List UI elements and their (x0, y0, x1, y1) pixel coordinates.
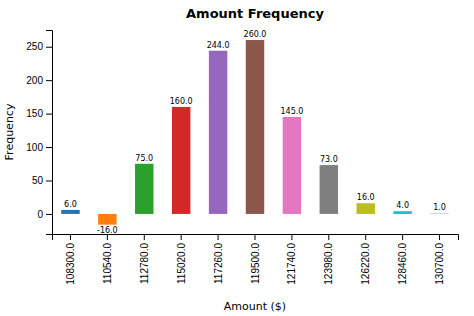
data-label: 1.0 (433, 203, 446, 212)
x-axis: 108300.0 110540.0 112780.0 115020.0 117260.0… (53, 234, 459, 285)
tick-label: 117260.0 (213, 243, 224, 284)
y-tick: 200 (26, 75, 52, 86)
bar (135, 164, 153, 214)
data-label: 16.0 (357, 193, 375, 202)
tick-mark (46, 47, 52, 48)
bar (172, 107, 190, 214)
tick-mark (46, 147, 52, 148)
bar (320, 165, 338, 214)
bar (283, 117, 301, 214)
tick-mark (255, 234, 256, 240)
tick-mark (144, 234, 145, 240)
plot-area: 050100150200250108300.0110540.0112780.01… (26, 30, 458, 285)
y-tick: 150 (26, 108, 52, 119)
tick-label: 126220.0 (360, 243, 371, 285)
tick-mark (46, 114, 52, 115)
x-tick: 115020.0 (176, 234, 187, 284)
bar (393, 211, 411, 214)
x-tick: 121740.0 (286, 234, 297, 285)
y-tick: 250 (26, 41, 52, 52)
data-label: -16.0 (97, 226, 118, 235)
tick-label: 0 (37, 209, 43, 220)
tick-label: 121740.0 (286, 243, 297, 285)
bar (61, 210, 79, 214)
bar (430, 213, 448, 215)
data-label: 4.0 (396, 201, 409, 210)
data-label: 260.0 (244, 30, 267, 39)
y-tick: 100 (26, 142, 52, 153)
data-label: 244.0 (207, 41, 230, 50)
tick-label: 200 (26, 75, 43, 86)
tick-mark (46, 80, 52, 81)
chart: 050100150200250108300.0110540.0112780.01… (0, 0, 474, 316)
x-tick: 123980.0 (323, 234, 334, 285)
x-tick: 112780.0 (139, 234, 150, 284)
tick-mark (181, 234, 182, 240)
x-axis-title: Amount ($) (224, 300, 286, 313)
tick-label: 108300.0 (65, 243, 76, 285)
tick-label: 130700.0 (434, 243, 445, 285)
axis-line (46, 31, 53, 235)
data-label: 160.0 (170, 97, 193, 106)
x-tick: 108300.0 (65, 234, 76, 285)
data-label: 73.0 (320, 155, 338, 164)
x-tick: 119500.0 (250, 234, 261, 284)
y-tick: 50 (32, 175, 52, 186)
tick-label: 123980.0 (323, 243, 334, 285)
data-label: 145.0 (280, 107, 303, 116)
data-label: 75.0 (135, 154, 153, 163)
data-label: 6.0 (64, 200, 77, 209)
bar (209, 51, 227, 214)
tick-mark (328, 234, 329, 240)
tick-mark (70, 234, 71, 240)
data-labels: 6.0 -16.0 75.0 160.0 244.0 260.0 145.0 73.0 16.0… (64, 30, 446, 235)
bars (61, 40, 449, 225)
tick-label: 250 (26, 41, 43, 52)
x-tick: 126220.0 (360, 234, 371, 285)
tick-label: 119500.0 (250, 243, 261, 284)
bar (246, 40, 264, 214)
x-tick: 130700.0 (434, 234, 445, 285)
tick-mark (402, 234, 403, 240)
tick-label: 112780.0 (139, 243, 150, 284)
y-tick: 0 (37, 209, 52, 220)
tick-label: 128460.0 (397, 243, 408, 285)
tick-mark (46, 214, 52, 215)
y-axis: 0 50 100 150 200 250 (26, 31, 52, 235)
tick-mark (365, 234, 366, 240)
tick-mark (291, 234, 292, 240)
y-axis-title: Frequency (3, 103, 16, 160)
tick-label: 110540.0 (102, 243, 113, 284)
tick-label: 50 (32, 175, 44, 186)
tick-label: 150 (26, 108, 43, 119)
x-tick: 117260.0 (213, 234, 224, 284)
tick-mark (439, 234, 440, 240)
bar (98, 214, 116, 225)
bar (357, 203, 375, 214)
tick-label: 115020.0 (176, 243, 187, 284)
tick-mark (218, 234, 219, 240)
x-tick: 128460.0 (397, 234, 408, 285)
title: Amount Frequency (186, 6, 324, 21)
x-tick: 110540.0 (102, 234, 113, 284)
tick-mark (46, 180, 52, 181)
tick-label: 100 (26, 142, 43, 153)
